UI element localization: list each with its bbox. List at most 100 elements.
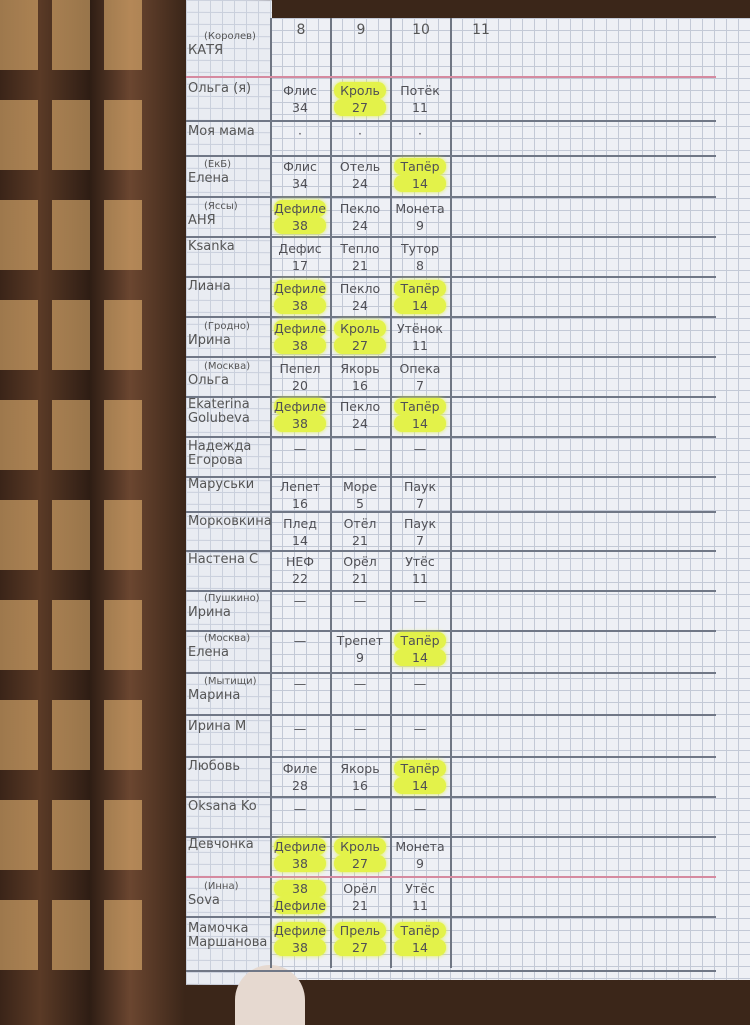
- cell-word: Орёл: [343, 881, 377, 896]
- table-cell: ·: [271, 125, 329, 142]
- cell-word: Дефиле: [274, 398, 326, 415]
- row-name: (Москва) Елена: [188, 632, 272, 660]
- name-text: Морковкина: [188, 514, 272, 529]
- cell-number: 16: [352, 778, 368, 793]
- cell-number: 16: [352, 378, 368, 393]
- table-cell: —: [271, 632, 329, 649]
- row-name: Лиана: [188, 280, 272, 294]
- name-text: Ирина: [188, 605, 231, 620]
- column-divider: [270, 18, 272, 968]
- cell-number: 21: [352, 571, 368, 586]
- highlighted-cell: Дефиле 38: [271, 200, 329, 234]
- name-text: Ольга (я): [188, 81, 252, 96]
- cell-word: Дефиле: [274, 922, 326, 939]
- cell-word: —: [353, 593, 367, 608]
- cell-number: 27: [334, 939, 386, 956]
- cell-number: 27: [334, 855, 386, 872]
- row-divider: [186, 970, 716, 972]
- cell-number: 7: [416, 533, 424, 548]
- cell-number: 34: [292, 100, 308, 115]
- table-cell: Паук 7: [391, 515, 449, 549]
- cell-number: 38: [274, 217, 326, 234]
- table-cell: Отель 24: [331, 158, 389, 192]
- table-cell: Отёл 21: [331, 515, 389, 549]
- name-text: Oksana Ko: [188, 799, 257, 814]
- cell-word: Тапёр: [394, 632, 446, 649]
- cell-word: ·: [298, 126, 302, 141]
- cell-word: Лепет: [279, 479, 321, 494]
- cell-word: Опека: [399, 361, 441, 376]
- table-cell: Утёс 11: [391, 553, 449, 587]
- cell-word: —: [293, 633, 307, 648]
- highlighted-cell: Дефиле 38: [271, 320, 329, 354]
- cell-number: 21: [352, 898, 368, 913]
- cell-number: 24: [352, 298, 368, 313]
- cell-word: Дефиле: [274, 320, 326, 337]
- cell-number: 38: [274, 415, 326, 432]
- cell-word: Кроль: [334, 838, 386, 855]
- row-divider: [186, 76, 716, 78]
- graph-paper-sheet: [270, 18, 750, 980]
- name-text: Настена С: [188, 552, 259, 567]
- cell-word: Тутор: [401, 241, 439, 256]
- name-text: Ирина: [188, 333, 231, 348]
- cell-number: 14: [394, 777, 446, 794]
- table-cell: Якорь 16: [331, 760, 389, 794]
- table-cell: Опека 7: [391, 360, 449, 394]
- row-name: Девчонка: [188, 838, 272, 852]
- cell-word: Дефиле: [274, 200, 326, 217]
- table-cell: Монета 9: [391, 200, 449, 234]
- name-text: Марина: [188, 688, 241, 703]
- row-divider: [186, 672, 716, 674]
- cell-number: 38: [274, 855, 326, 872]
- cell-word: Тапёр: [394, 398, 446, 415]
- row-name: (ЕкБ) Елена: [188, 158, 272, 186]
- cell-word: —: [353, 441, 367, 456]
- table-cell: Лепет 16: [271, 478, 329, 512]
- row-divider: [186, 796, 716, 798]
- table-cell: —: [391, 675, 449, 692]
- cell-word: Пекло: [339, 399, 381, 414]
- cell-word: Тапёр: [394, 760, 446, 777]
- cell-number: 24: [352, 218, 368, 233]
- cell-word: Якорь: [340, 361, 380, 376]
- cell-word: Пекло: [339, 281, 381, 296]
- table-cell: —: [391, 800, 449, 817]
- table-cell: —: [391, 592, 449, 609]
- table-cell: Пепел 20: [271, 360, 329, 394]
- cell-number: 14: [292, 533, 308, 548]
- cell-number: 20: [292, 378, 308, 393]
- row-name: Маруськи: [188, 478, 272, 492]
- cell-word: —: [293, 676, 307, 691]
- table-cell: Якорь 16: [331, 360, 389, 394]
- highlighted-cell: Дефиле 38: [271, 398, 329, 432]
- row-divider: [186, 590, 716, 592]
- name-note: (Пушкино): [204, 593, 260, 604]
- cell-number: 14: [394, 939, 446, 956]
- cell-number: 7: [416, 378, 424, 393]
- table-cell: Пекло 24: [331, 398, 389, 432]
- name-text: Моя мама: [188, 124, 255, 139]
- row-divider: [186, 550, 716, 552]
- cell-number: 9: [356, 650, 364, 665]
- cell-number: 38: [274, 939, 326, 956]
- column-divider: [450, 18, 452, 968]
- highlighted-cell: 38 Дефиле: [271, 880, 329, 914]
- cell-number: 14: [394, 297, 446, 314]
- cell-word: Прель: [334, 922, 386, 939]
- name-note: (Москва): [204, 361, 251, 372]
- cell-word: —: [413, 676, 427, 691]
- table-cell: Море 5: [331, 478, 389, 512]
- cell-word: Кроль: [334, 320, 386, 337]
- cell-word: Трепет: [336, 633, 384, 648]
- column-divider: [330, 18, 332, 968]
- row-divider: [186, 714, 716, 716]
- table-cell: Орёл 21: [331, 880, 389, 914]
- highlighted-cell: Кроль 27: [331, 82, 389, 116]
- row-name: Надежда Егорова: [188, 440, 272, 468]
- row-divider: [186, 836, 716, 838]
- highlighted-cell: Тапёр 14: [391, 760, 449, 794]
- cell-number: 27: [334, 337, 386, 354]
- table-cell: Флис 34: [271, 82, 329, 116]
- highlighted-cell: Тапёр 14: [391, 632, 449, 666]
